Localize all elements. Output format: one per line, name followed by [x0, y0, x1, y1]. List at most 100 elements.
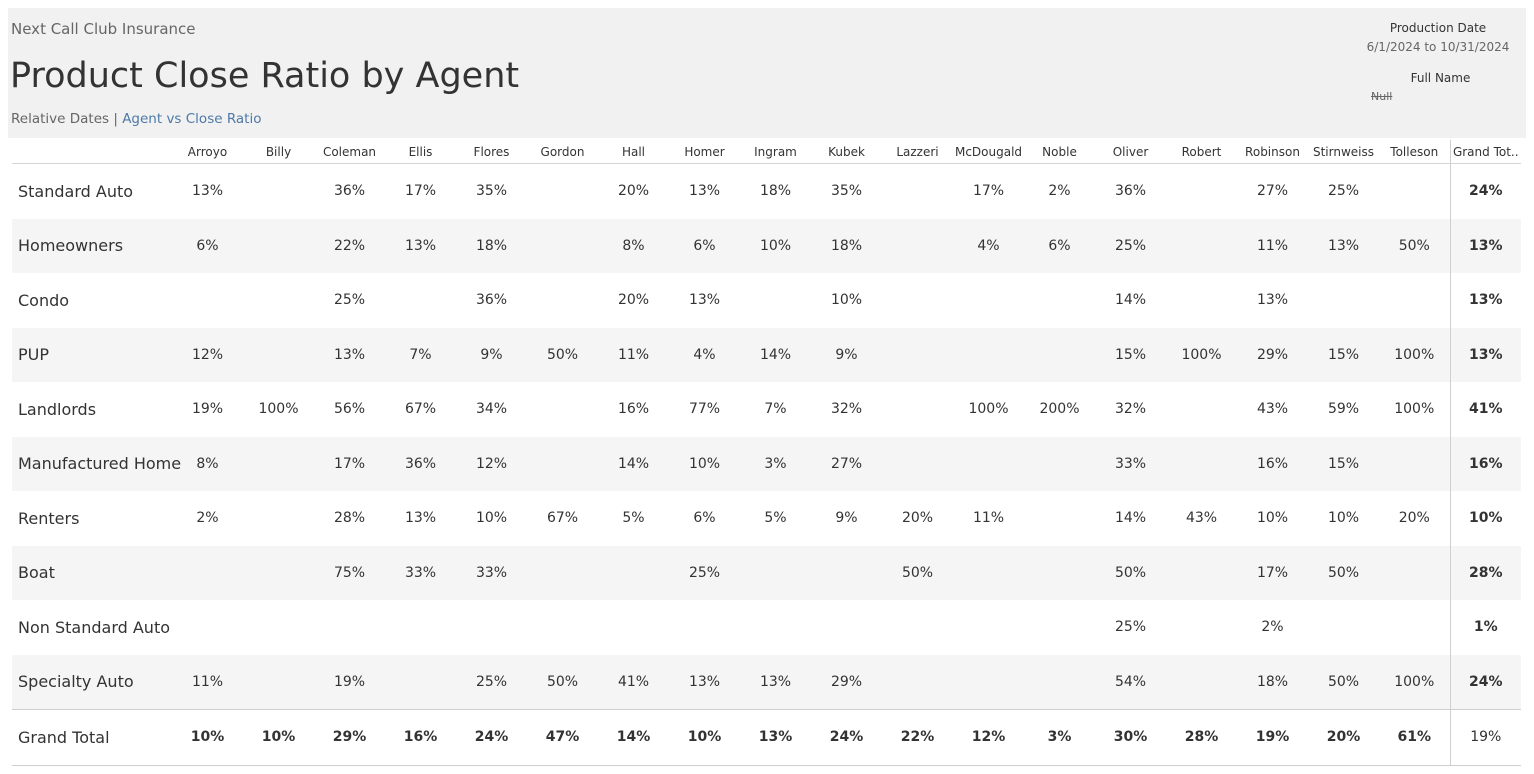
- cell-hall[interactable]: 20%: [617, 183, 650, 200]
- cell-robert[interactable]: [1166, 273, 1237, 328]
- cell-mcdougald[interactable]: [953, 327, 1024, 382]
- cell-stirnweiss[interactable]: 25%: [1327, 183, 1360, 200]
- cell-mcdougald[interactable]: 12%: [953, 709, 1024, 766]
- cell-kubek[interactable]: 10%: [830, 292, 863, 309]
- cell-mcdougald[interactable]: [953, 654, 1024, 710]
- cell-homer[interactable]: 10%: [669, 436, 740, 491]
- cell-tolleson[interactable]: 61%: [1379, 709, 1450, 766]
- cell-arroyo[interactable]: 2%: [196, 510, 219, 527]
- cell-hall[interactable]: 20%: [617, 292, 650, 309]
- full-name-filter[interactable]: Full Name Null: [1368, 71, 1513, 103]
- column-header-homer[interactable]: Homer: [669, 140, 740, 164]
- cell-coleman[interactable]: 36%: [333, 183, 366, 200]
- cell-mcdougald[interactable]: [953, 436, 1024, 491]
- cell-robert[interactable]: 28%: [1166, 709, 1237, 766]
- cell-robinson[interactable]: 18%: [1237, 654, 1308, 710]
- cell-noble[interactable]: 3%: [1024, 709, 1095, 766]
- cell-hall[interactable]: 8%: [598, 218, 669, 273]
- cell-mcdougald[interactable]: [953, 545, 1024, 600]
- cell-homer[interactable]: 13%: [688, 292, 721, 309]
- cell-noble[interactable]: [1024, 327, 1095, 382]
- cell-lazzeri[interactable]: [882, 218, 953, 273]
- cell-tolleson[interactable]: [1379, 600, 1450, 655]
- cell-tolleson[interactable]: [1379, 273, 1450, 328]
- column-header-grand-total[interactable]: Grand Tot..: [1449, 140, 1521, 164]
- cell-grand-total[interactable]: 19%: [1449, 709, 1521, 766]
- cell-hall[interactable]: [598, 600, 669, 655]
- cell-coleman[interactable]: 22%: [314, 218, 385, 273]
- cell-flores[interactable]: 18%: [456, 218, 527, 273]
- cell-gordon[interactable]: 50%: [527, 327, 598, 382]
- column-header-ellis[interactable]: Ellis: [385, 140, 456, 164]
- cell-gordon[interactable]: [527, 273, 598, 328]
- cell-kubek[interactable]: [811, 600, 882, 655]
- cell-tolleson[interactable]: [1379, 164, 1450, 219]
- cell-robert[interactable]: [1166, 164, 1237, 219]
- cell-ingram[interactable]: 10%: [740, 218, 811, 273]
- cell-billy[interactable]: [243, 218, 314, 273]
- cell-kubek[interactable]: 24%: [811, 709, 882, 766]
- cell-gordon[interactable]: 50%: [527, 654, 598, 710]
- cell-noble[interactable]: [1024, 600, 1095, 655]
- cell-kubek[interactable]: [811, 545, 882, 600]
- cell-arroyo[interactable]: 8%: [172, 436, 243, 491]
- cell-homer[interactable]: 77%: [688, 401, 721, 418]
- column-header-lazzeri[interactable]: Lazzeri: [882, 140, 953, 164]
- cell-grand-total[interactable]: 16%: [1449, 436, 1521, 491]
- cell-grand-total[interactable]: 24%: [1449, 163, 1521, 219]
- cell-kubek[interactable]: 35%: [830, 183, 863, 200]
- column-header-mcdougald[interactable]: McDougald: [953, 140, 1024, 164]
- cell-lazzeri[interactable]: 22%: [882, 709, 953, 766]
- cell-lazzeri[interactable]: [882, 382, 953, 437]
- cell-billy[interactable]: [243, 164, 314, 219]
- full-name-value[interactable]: Null: [1371, 90, 1393, 103]
- column-header-robert[interactable]: Robert: [1166, 140, 1237, 164]
- cell-lazzeri[interactable]: 50%: [882, 545, 953, 600]
- cell-oliver[interactable]: 32%: [1114, 401, 1147, 418]
- cell-oliver[interactable]: 50%: [1095, 545, 1166, 600]
- cell-stirnweiss[interactable]: [1308, 600, 1379, 655]
- cell-gordon[interactable]: [527, 218, 598, 273]
- cell-robert[interactable]: [1166, 218, 1237, 273]
- cell-homer[interactable]: [669, 600, 740, 655]
- cell-ingram[interactable]: 13%: [740, 709, 811, 766]
- column-header-arroyo[interactable]: Arroyo: [172, 140, 243, 164]
- cell-stirnweiss[interactable]: 59%: [1327, 401, 1360, 418]
- cell-ellis[interactable]: 16%: [385, 709, 456, 766]
- cell-oliver[interactable]: 36%: [1114, 183, 1147, 200]
- cell-grand-total[interactable]: 13%: [1449, 327, 1521, 382]
- cell-hall[interactable]: 11%: [598, 327, 669, 382]
- column-header-noble[interactable]: Noble: [1024, 140, 1095, 164]
- cell-coleman[interactable]: [314, 600, 385, 655]
- cell-ellis[interactable]: [385, 273, 456, 328]
- cell-gordon[interactable]: 67%: [546, 510, 579, 527]
- cell-robert[interactable]: 100%: [1166, 327, 1237, 382]
- cell-ellis[interactable]: 17%: [404, 183, 437, 200]
- cell-noble[interactable]: [1024, 491, 1095, 546]
- cell-billy[interactable]: 100%: [258, 401, 299, 418]
- cell-gordon[interactable]: [527, 382, 598, 437]
- cell-kubek[interactable]: 18%: [811, 218, 882, 273]
- cell-billy[interactable]: [243, 545, 314, 600]
- cell-tolleson[interactable]: [1379, 545, 1450, 600]
- cell-hall[interactable]: 5%: [622, 510, 645, 527]
- cell-hall[interactable]: 41%: [598, 654, 669, 710]
- cell-flores[interactable]: 9%: [456, 327, 527, 382]
- cell-hall[interactable]: [598, 545, 669, 600]
- cell-mcdougald[interactable]: [953, 273, 1024, 328]
- cell-flores[interactable]: 10%: [475, 510, 508, 527]
- cell-lazzeri[interactable]: [882, 600, 953, 655]
- cell-ellis[interactable]: 36%: [385, 436, 456, 491]
- cell-robinson[interactable]: 27%: [1256, 183, 1289, 200]
- cell-robert[interactable]: [1166, 600, 1237, 655]
- cell-ingram[interactable]: 13%: [740, 654, 811, 710]
- cell-stirnweiss[interactable]: 15%: [1308, 436, 1379, 491]
- cell-arroyo[interactable]: 11%: [172, 654, 243, 710]
- column-header-robinson[interactable]: Robinson: [1237, 140, 1308, 164]
- column-header-hall[interactable]: Hall: [598, 140, 669, 164]
- cell-oliver[interactable]: 30%: [1095, 709, 1166, 766]
- cell-ingram[interactable]: [740, 600, 811, 655]
- cell-mcdougald[interactable]: 100%: [968, 401, 1009, 418]
- cell-billy[interactable]: [243, 491, 314, 546]
- cell-flores[interactable]: [456, 600, 527, 655]
